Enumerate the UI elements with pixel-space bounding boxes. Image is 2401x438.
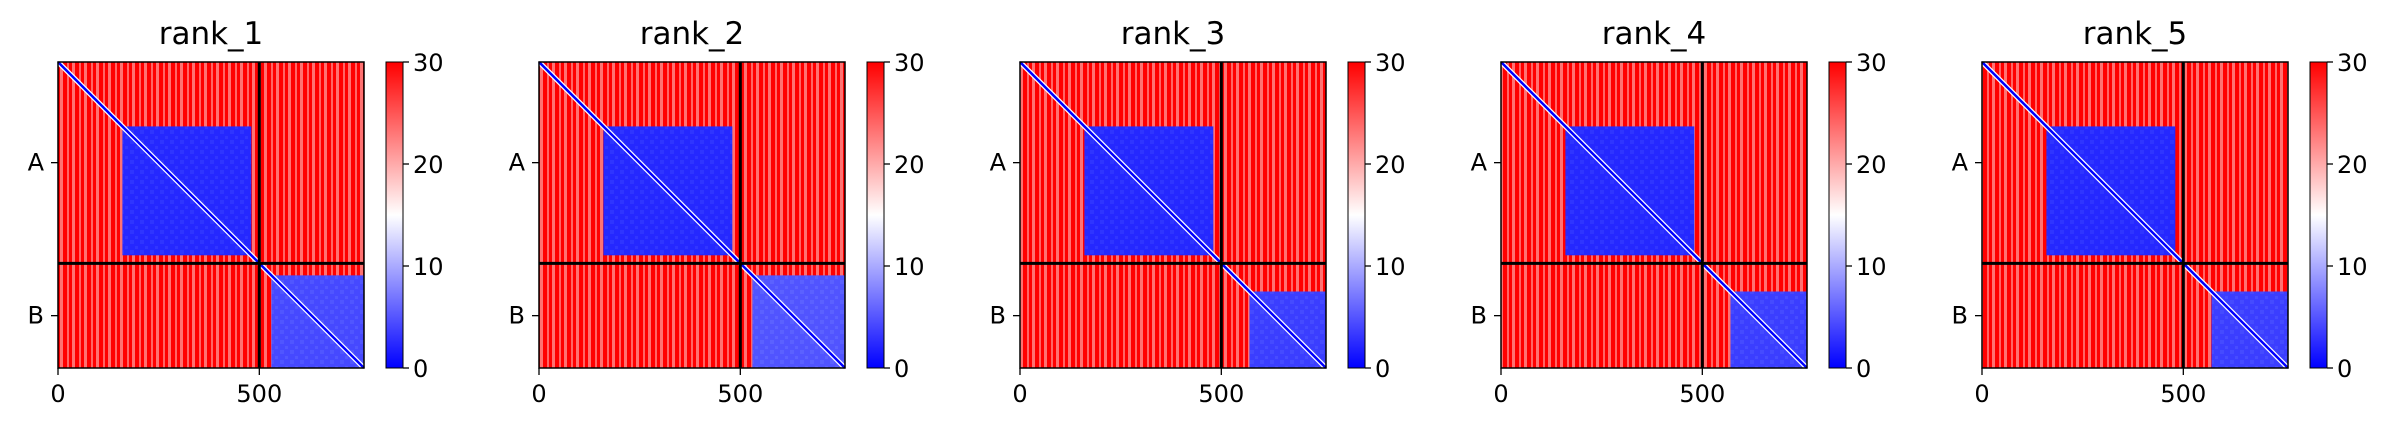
x-tick-label: 500 — [2160, 380, 2206, 408]
colorbar-tick-label: 20 — [2337, 151, 2368, 179]
colorbar-tick-label: 10 — [413, 253, 444, 281]
colorbar-tick-label: 10 — [894, 253, 925, 281]
colorbar-tick-label: 0 — [2337, 355, 2352, 383]
y-tick-label: A — [509, 149, 526, 177]
x-tick-label: 0 — [1974, 380, 1989, 408]
colorbar-tick-label: 20 — [894, 151, 925, 179]
colorbar-tick-label: 30 — [2337, 49, 2368, 77]
heatmap-frame — [538, 61, 846, 369]
colorbar-tick-label: 20 — [1375, 151, 1406, 179]
diagonal — [1019, 61, 1327, 369]
colorbar-tick-label: 30 — [894, 49, 925, 77]
y-tick-label: B — [28, 302, 44, 330]
panel-title: rank_3 — [1121, 16, 1226, 52]
panel-title: rank_1 — [159, 16, 264, 52]
panel-rank_1: rank_1 0 500 A B 0 10 20 30 — [28, 16, 444, 408]
panel-rank_2: rank_2 0 500 A B 0 10 20 30 — [509, 16, 925, 408]
colorbar-tick-label: 0 — [894, 355, 909, 383]
colorbar-tick-label: 20 — [413, 151, 444, 179]
colorbar-tick-label: 30 — [413, 49, 444, 77]
heatmap-frame — [1500, 61, 1808, 369]
colorbar-tick-label: 10 — [1375, 253, 1406, 281]
colorbar — [866, 61, 885, 369]
y-tick-label: A — [990, 149, 1007, 177]
heatmap-frame — [1981, 61, 2289, 369]
colorbar-tick-label: 0 — [413, 355, 428, 383]
panel-title: rank_4 — [1602, 16, 1707, 52]
y-tick-label: B — [509, 302, 525, 330]
colorbar-tick-label: 30 — [1856, 49, 1887, 77]
y-tick-label: B — [1952, 302, 1968, 330]
heatmap-frame — [1019, 61, 1327, 369]
x-tick-label: 0 — [1012, 380, 1027, 408]
x-tick-label: 0 — [1493, 380, 1508, 408]
x-tick-label: 500 — [1198, 380, 1244, 408]
diagonal — [1981, 61, 2289, 369]
colorbar — [385, 61, 404, 369]
y-tick-label: B — [990, 302, 1006, 330]
panel-rank_5: rank_5 0 500 A B 0 10 20 30 — [1952, 16, 2368, 408]
colorbar — [2309, 61, 2328, 369]
y-tick-label: A — [1952, 149, 1969, 177]
x-tick-label: 500 — [1679, 380, 1725, 408]
diagonal — [538, 61, 846, 369]
y-tick-label: A — [28, 149, 45, 177]
y-tick-label: A — [1471, 149, 1488, 177]
heatmap-frame — [57, 61, 365, 369]
x-tick-label: 0 — [50, 380, 65, 408]
colorbar-tick-label: 30 — [1375, 49, 1406, 77]
colorbar-tick-label: 0 — [1375, 355, 1390, 383]
y-tick-label: B — [1471, 302, 1487, 330]
diagonal — [1500, 61, 1808, 369]
panel-title: rank_5 — [2083, 16, 2188, 52]
colorbar-tick-label: 0 — [1856, 355, 1871, 383]
x-tick-label: 500 — [236, 380, 282, 408]
colorbar — [1828, 61, 1847, 369]
panel-title: rank_2 — [640, 16, 745, 52]
x-tick-label: 500 — [717, 380, 763, 408]
colorbar-tick-label: 10 — [2337, 253, 2368, 281]
diagonal — [57, 61, 365, 369]
panel-rank_3: rank_3 0 500 A B 0 10 20 30 — [990, 16, 1406, 408]
colorbar-tick-label: 20 — [1856, 151, 1887, 179]
colorbar-tick-label: 10 — [1856, 253, 1887, 281]
panel-rank_4: rank_4 0 500 A B 0 10 20 30 — [1471, 16, 1887, 408]
colorbar — [1347, 61, 1366, 369]
x-tick-label: 0 — [531, 380, 546, 408]
